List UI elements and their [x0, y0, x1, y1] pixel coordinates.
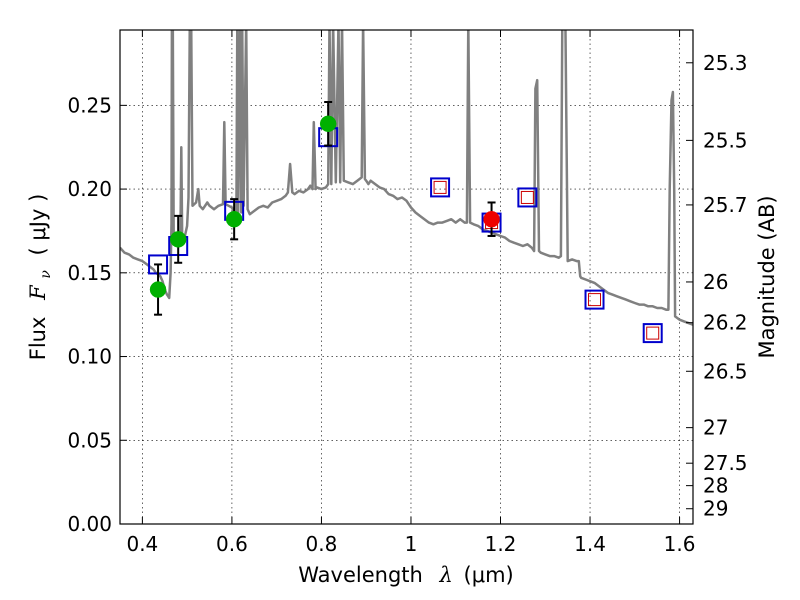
- observed-point-red: [483, 210, 500, 228]
- y-tick-label: 0.05: [67, 428, 112, 452]
- y-axis-label-symbol: F: [26, 284, 50, 301]
- right-tick-label: 28: [703, 474, 728, 498]
- y-tick-label: 0.20: [67, 177, 112, 201]
- observed-point-green: [169, 231, 187, 248]
- y-tick-label: 0.00: [67, 512, 112, 536]
- right-tick-label: 27.5: [703, 451, 748, 475]
- spectrum-line: [120, 30, 693, 326]
- photometry-square-blue: [430, 177, 451, 198]
- photometry-square-blue: [642, 323, 663, 344]
- y-axis-label: Flux F ν ( μJy ): [26, 194, 55, 361]
- y-tick-label: 0.25: [67, 93, 112, 117]
- ticks-group: 0.4 0.6 0.8 1 1.2 1.4 1.6 0.00 0.05 0.10 0.15 0.20 0…: [67, 30, 748, 556]
- right-tick-label: 25.5: [703, 128, 748, 152]
- right-tick-label: 26: [703, 270, 728, 294]
- x-axis-label-prefix: Wavelength: [298, 563, 423, 587]
- y-axis-label-subscript: ν: [38, 270, 54, 279]
- grid-lines: [120, 30, 693, 525]
- photometry-square-blue: [584, 289, 605, 310]
- right-tick-label: 27: [703, 416, 728, 440]
- x-tick-label: 0.6: [216, 532, 248, 556]
- x-tick-label: 1.6: [664, 532, 696, 556]
- x-tick-label: 0.8: [306, 532, 338, 556]
- y-axis-label-unit: ( μJy ): [26, 194, 50, 256]
- x-axis-label: Wavelength λ (μm): [298, 563, 513, 587]
- x-tick-label: 1.2: [485, 532, 517, 556]
- x-axis-label-symbol: λ: [439, 563, 453, 587]
- photometry-square-red: [588, 293, 602, 307]
- x-axis-label-unit: (μm): [464, 563, 514, 587]
- right-tick-label: 25.7: [703, 193, 748, 217]
- photometry-square-red: [433, 180, 447, 194]
- photometry-square-blue: [517, 187, 538, 208]
- spectrum-group: [120, 30, 693, 326]
- observed-point-green: [319, 115, 337, 133]
- x-tick-label: 1.4: [574, 532, 606, 556]
- plot-background: [120, 30, 693, 524]
- observed-point-green: [149, 281, 167, 298]
- observed-point-green: [225, 210, 243, 228]
- right-tick-label: 26.2: [703, 311, 748, 335]
- y-tick-label: 0.10: [67, 345, 112, 369]
- photometry-square-red: [646, 326, 660, 340]
- x-tick-label: 1: [405, 532, 418, 556]
- markers-group: [148, 101, 663, 344]
- right-axis-label: Magnitude (AB): [755, 195, 779, 358]
- plot-frame: [119, 29, 694, 525]
- y-axis-label-prefix: Flux: [26, 317, 50, 361]
- right-tick-label: 26.5: [703, 359, 748, 383]
- photometry-square-red: [520, 190, 534, 204]
- y-tick-label: 0.15: [67, 261, 112, 285]
- right-tick-label: 29: [703, 497, 728, 521]
- right-tick-label: 25.3: [703, 51, 748, 75]
- x-tick-label: 0.4: [126, 532, 158, 556]
